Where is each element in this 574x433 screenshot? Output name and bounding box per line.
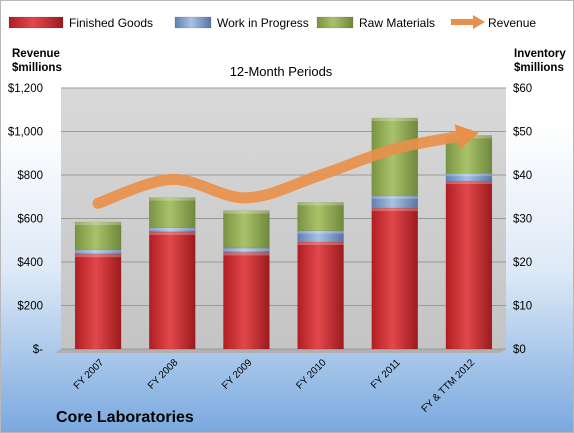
bar-work-in-progress-highlight	[149, 227, 196, 231]
y-left-tick-label: $1,200	[8, 83, 43, 95]
bar-raw-materials	[149, 197, 196, 228]
bar-finished-goods-highlight	[223, 252, 270, 256]
bar-raw-materials-highlight	[223, 210, 270, 214]
y-right-tick-label: $0	[513, 344, 526, 356]
y-left-tick-label: $1,000	[8, 127, 43, 139]
y-left-tick-label: $200	[17, 301, 43, 313]
legend-label: Revenue	[488, 16, 536, 30]
y-left-title: $millions	[12, 62, 62, 74]
bar-work-in-progress-highlight	[75, 249, 122, 253]
x-tick-label: FY & TTM 2012	[420, 357, 478, 415]
y-right-tick-label: $20	[513, 257, 532, 269]
bar-raw-materials	[74, 221, 122, 251]
bar-finished-goods	[74, 253, 122, 350]
bar-work-in-progress-highlight	[371, 195, 418, 199]
x-tick-label: FY 2011	[369, 357, 403, 391]
bar-finished-goods-highlight	[75, 254, 122, 258]
y-right-tick-label: $60	[513, 83, 532, 95]
bar-finished-goods-highlight	[445, 181, 492, 185]
legend-swatch-raw-materials	[316, 16, 354, 29]
legend-label: Work in Progress	[217, 16, 309, 30]
revenue-line	[92, 129, 475, 209]
y-right-tick-label: $40	[513, 170, 532, 182]
chart-title: 12-Month Periods	[230, 64, 333, 79]
x-tick-label: FY 2009	[220, 357, 255, 392]
bar-finished-goods	[149, 231, 196, 350]
bar-work-in-progress-highlight	[445, 173, 492, 177]
bar-finished-goods	[223, 252, 270, 350]
legend-label: Raw Materials	[359, 16, 435, 30]
x-tick-label: FY 2010	[294, 357, 329, 392]
bar-raw-materials-highlight	[371, 118, 418, 122]
bar-work-in-progress-highlight	[223, 248, 270, 252]
x-tick-label: FY 2007	[72, 357, 107, 392]
bar-finished-goods	[445, 180, 493, 350]
company-name: Core Laboratories	[56, 409, 194, 426]
y-right-title: $millions	[514, 62, 564, 74]
bar-raw-materials-highlight	[75, 221, 122, 225]
y-right-tick-label: $50	[513, 127, 532, 139]
bar-finished-goods	[371, 207, 418, 350]
y-left-title: Revenue	[12, 48, 60, 60]
bar-raw-materials-highlight	[149, 197, 196, 201]
legend-swatch-revenue-arrow	[473, 15, 485, 29]
y-right-tick-label: $30	[513, 214, 532, 226]
bar-work-in-progress	[74, 249, 122, 255]
bar-finished-goods	[297, 241, 344, 350]
bar-work-in-progress-highlight	[297, 230, 344, 234]
bar-raw-materials	[223, 210, 270, 249]
bar-raw-materials-highlight	[297, 202, 344, 206]
legend-swatch-work-in-progress	[174, 16, 212, 29]
y-left-tick-label: $800	[17, 170, 43, 182]
x-tick-label: FY 2008	[146, 357, 181, 392]
plot-floor	[55, 349, 506, 353]
revenue-arrowhead	[454, 124, 479, 150]
y-left-tick-label: $600	[17, 214, 43, 226]
bar-raw-materials	[297, 202, 344, 231]
bar-finished-goods-highlight	[297, 241, 344, 245]
y-left-tick-label: $-	[33, 344, 43, 356]
bar-finished-goods-highlight	[371, 208, 418, 212]
y-right-tick-label: $10	[513, 301, 532, 313]
legend-swatch-finished-goods	[8, 16, 64, 29]
bar-finished-goods-highlight	[149, 231, 196, 235]
legend-label: Finished Goods	[69, 16, 153, 30]
y-left-tick-label: $400	[17, 257, 43, 269]
y-right-title: Inventory	[514, 48, 566, 60]
